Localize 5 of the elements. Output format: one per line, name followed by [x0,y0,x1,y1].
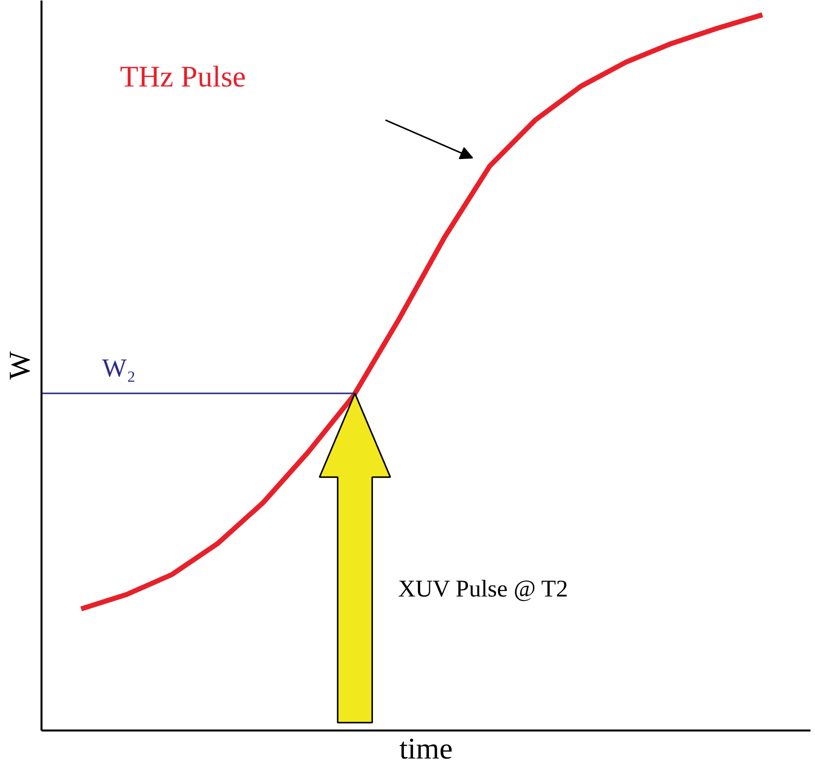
text: THz Pulse [120,60,246,94]
annotation: XUV Pulse @ T2 [398,576,568,603]
x-axis-title: time [399,732,453,766]
y-axis-title: W [4,350,36,380]
ref-line-label: W₂ [102,354,136,383]
